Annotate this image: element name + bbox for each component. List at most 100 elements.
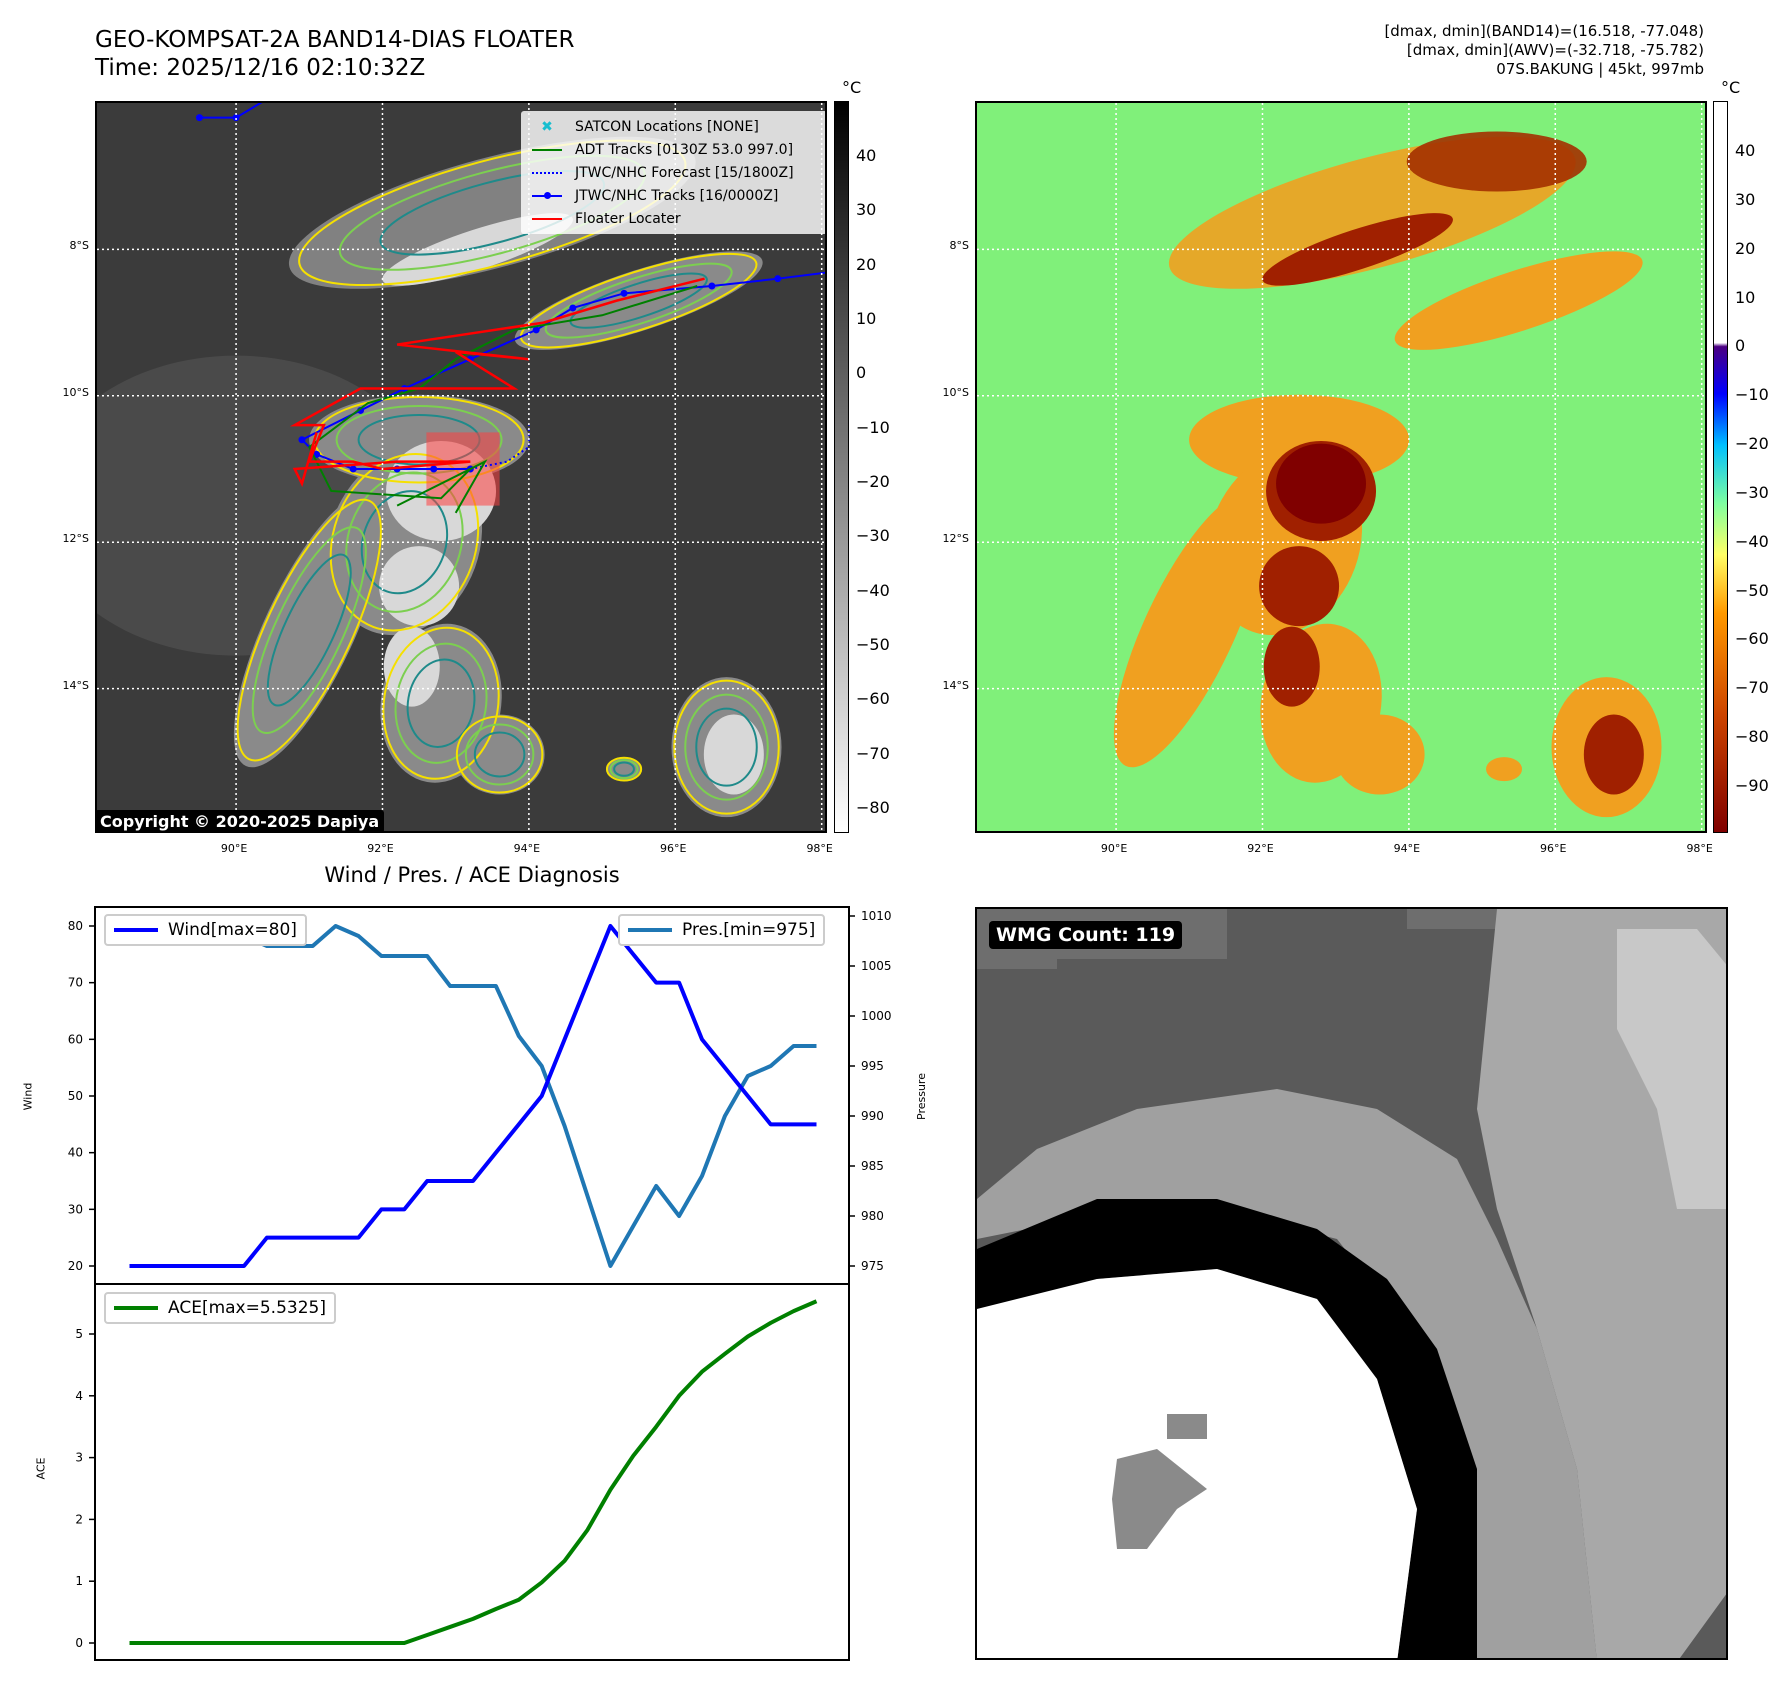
wind-tick-label: 50 [68, 1089, 83, 1103]
lon-tick-label: 98°E [1686, 842, 1713, 855]
awv-colorbar-tick: −30 [1735, 482, 1769, 502]
contour-line [266, 553, 352, 707]
awv-colorbar-tick: −80 [1735, 727, 1769, 747]
wmg-region [1617, 929, 1726, 1209]
cloud-region [514, 251, 763, 350]
lat-tick-label: 14°S [942, 678, 969, 692]
wmg-panel: WMG Count: 119 [975, 907, 1728, 1660]
cloud-region [1583, 714, 1644, 795]
x-marker-icon: ✖ [541, 118, 553, 135]
info-band14: [dmax, dmin](BAND14)=(16.518, -77.048) [1384, 22, 1704, 40]
dotted-line-icon [529, 165, 565, 181]
ir-colorbar-tick: −60 [856, 689, 890, 709]
ir-colorbar-tick: 30 [856, 200, 877, 220]
wind-tick-label: 70 [68, 976, 83, 990]
time-line: Time: 2025/12/16 02:10:32Z [95, 55, 426, 81]
lon-tick-label: 96°E [1540, 842, 1567, 855]
contour-line [236, 498, 382, 762]
copyright-label: Copyright © 2020-2025 Dapiya [97, 810, 385, 831]
jtwc-track-point [569, 304, 577, 312]
contour-line [673, 679, 780, 815]
ir-colorbar-tick: −40 [856, 580, 890, 600]
awv-colorbar-tick: −50 [1735, 580, 1769, 600]
ace-tick-label: 5 [75, 1327, 83, 1341]
ace-legend: ACE[max=5.5325] [104, 1292, 336, 1324]
lat-tick-label: 12°S [942, 532, 969, 546]
ace-tick-label: 0 [75, 1636, 83, 1650]
contour-line [394, 642, 488, 764]
adt-track-line [308, 285, 698, 514]
cloud-core [1406, 131, 1587, 192]
awv-colorbar-tick: 20 [1735, 238, 1756, 258]
legend-adt: ADT Tracks [0130Z 53.0 997.0] [529, 138, 819, 161]
awv-colorbar [1713, 101, 1728, 833]
jtwc-track-point [708, 282, 716, 290]
lon-tick-label: 90°E [1100, 842, 1128, 855]
ir-colorbar-tick: 10 [856, 309, 877, 328]
awv-colorbar-tick: 10 [1735, 287, 1756, 307]
pressure-tick-label: 1000 [861, 1009, 892, 1023]
ir-colorbar-unit: °C [842, 78, 862, 97]
jtwc-track-point [774, 275, 782, 283]
awv-map-imagery [977, 103, 1705, 831]
lat-tick-label: 10°S [62, 385, 89, 399]
lon-tick-label: 92°E [1247, 842, 1274, 855]
wind-tick-label: 40 [68, 1146, 83, 1160]
ace-tick-label: 3 [75, 1451, 83, 1465]
cloud-region [1394, 251, 1643, 350]
ir-colorbar-tick: −80 [856, 798, 890, 817]
lon-tick-label: 90°E [220, 842, 248, 855]
jtwc-track-point [195, 114, 203, 122]
lat-tick-label: 8°S [949, 239, 969, 253]
awv-colorbar-tick: −70 [1735, 678, 1769, 698]
ir-colorbar-tick: −20 [856, 472, 890, 491]
wmg-region [1167, 1414, 1207, 1439]
cloud-region [1486, 757, 1523, 782]
awv-colorbar-tick: 40 [1735, 141, 1756, 160]
cloud-region [383, 626, 440, 707]
contour-line [455, 715, 544, 794]
pressure-line [129, 924, 817, 1268]
jtwc-track-point [620, 289, 628, 297]
lat-tick-label: 14°S [62, 678, 89, 692]
awv-colorbar-tick: −90 [1735, 776, 1769, 795]
lon-tick-label: 98°E [806, 842, 833, 855]
title-line: GEO-KOMPSAT-2A BAND14-DIAS FLOATER [95, 27, 575, 53]
contour-line [569, 272, 708, 329]
lon-tick-label: 94°E [513, 842, 541, 855]
ir-colorbar-tick: 20 [856, 254, 877, 274]
lat-tick-label: 12°S [62, 532, 89, 546]
solid-line-icon [529, 211, 565, 227]
wind-tick-label: 60 [68, 1032, 83, 1046]
stats-info: [dmax, dmin](BAND14)=(16.518, -77.048) [… [1384, 22, 1704, 79]
contour-line [609, 759, 639, 780]
contour-line [251, 526, 367, 734]
pressure-legend: Pres.[min=975] [618, 914, 826, 946]
wmg-black-ring [977, 1199, 1477, 1658]
ir-colorbar-tick: −30 [856, 526, 890, 546]
lon-tick-label: 94°E [1393, 842, 1421, 855]
wmg-region [1112, 1449, 1207, 1549]
map-legend: ✖ SATCON Locations [NONE] ADT Tracks [013… [521, 111, 825, 234]
pressure-tick-label: 980 [861, 1209, 884, 1223]
cloud-region [1113, 492, 1265, 768]
awv-colorbar-tick: 30 [1735, 189, 1756, 209]
lower-axes-frame [94, 1283, 850, 1661]
jtwc-forecast-line [470, 425, 530, 470]
awv-colorbar-tick: −40 [1735, 531, 1769, 551]
awv-colorbar-tick: −20 [1735, 434, 1769, 454]
lon-tick-label: 96°E [660, 842, 687, 855]
ir-colorbar-tick: −50 [856, 635, 890, 654]
lat-tick-label: 10°S [942, 385, 969, 399]
pressure-swatch [628, 928, 672, 932]
pressure-tick-label: 985 [861, 1159, 884, 1173]
awv-colorbar-tick: −60 [1735, 629, 1769, 649]
jtwc-track-point [232, 114, 240, 122]
awv-colorbar-tick: 0 [1735, 336, 1746, 356]
ir-colorbar-tick: 40 [856, 146, 877, 165]
contour-line [406, 658, 476, 748]
info-awv: [dmax, dmin](AWV)=(-32.718, -75.782) [1406, 41, 1704, 59]
jtwc-track-point [430, 465, 438, 473]
contour-line [382, 626, 500, 780]
wind-tick-label: 20 [68, 1259, 83, 1273]
